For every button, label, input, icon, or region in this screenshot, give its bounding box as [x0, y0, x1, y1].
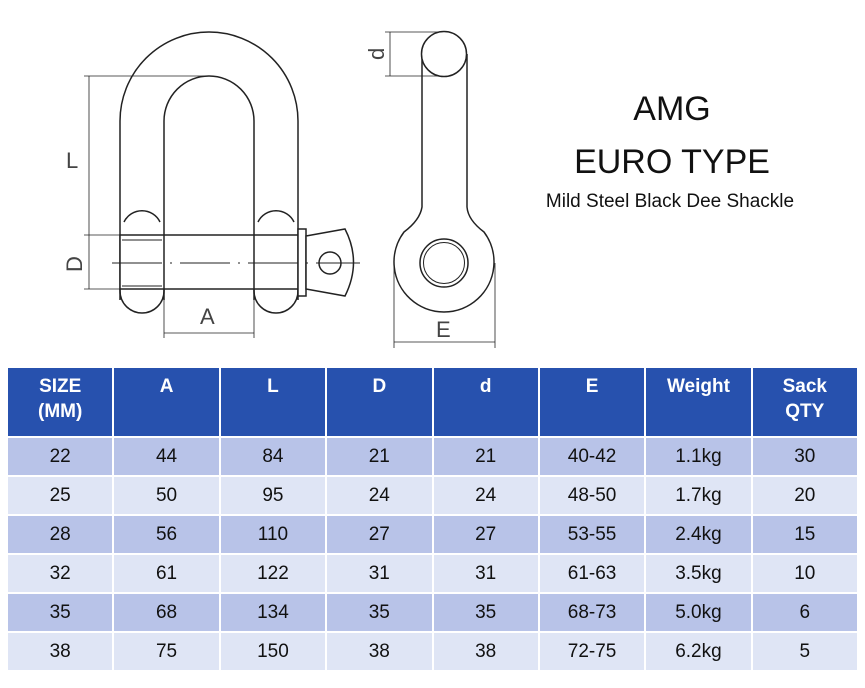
column-header-text: A	[159, 376, 174, 397]
table-cell: 2.4kg	[644, 514, 753, 555]
table-cell: 1.7kg	[644, 475, 753, 516]
table-cell: 24	[431, 475, 540, 516]
table-cell: 15	[750, 514, 860, 555]
column-header-text: (MM)	[38, 401, 83, 422]
shackle-technical-drawing: L D A d E	[62, 30, 496, 348]
table-cell: 68	[112, 592, 221, 633]
column-header: A	[112, 366, 221, 438]
table-cell: 61	[112, 553, 221, 594]
table-cell: 150	[218, 631, 328, 672]
table-cell: 20	[750, 475, 860, 516]
column-header-text: D	[372, 376, 387, 397]
column-header: D	[325, 366, 434, 438]
table-cell: 38	[431, 631, 540, 672]
table-cell: 50	[112, 475, 221, 516]
table-cell: 134	[218, 592, 328, 633]
column-header-text: SIZE	[39, 376, 82, 397]
table-cell: 6.2kg	[644, 631, 753, 672]
dim-label-A: A	[200, 304, 215, 329]
type-title: EURO TYPE	[574, 143, 770, 181]
column-header-text: Sack	[782, 376, 827, 397]
table-cell: 48-50	[537, 475, 647, 516]
table-cell: 32	[5, 553, 115, 594]
table-cell: 1.1kg	[644, 436, 753, 477]
column-header: E	[537, 366, 647, 438]
table-cell: 110	[218, 514, 328, 555]
column-header-text: d	[479, 376, 492, 397]
column-header-text: QTY	[785, 401, 825, 422]
table-cell: 35	[5, 592, 115, 633]
table-cell: 30	[750, 436, 860, 477]
table-cell: 31	[431, 553, 540, 594]
product-subtitle: Mild Steel Black Dee Shackle	[545, 191, 795, 212]
table-cell: 35	[431, 592, 540, 633]
table-cell: 38	[325, 631, 434, 672]
table-cell: 31	[325, 553, 434, 594]
table-row: 28 56 110 27 27 53-55 2.4kg 15	[5, 514, 860, 555]
shackle-side-view	[393, 30, 495, 313]
table-cell: 38	[5, 631, 115, 672]
table-cell: 21	[431, 436, 540, 477]
table-row: 25 50 95 24 24 48-50 1.7kg 20	[5, 475, 860, 516]
column-header-text: Weight	[666, 376, 730, 397]
column-header: SIZE (MM)	[5, 366, 115, 438]
table-cell: 40-42	[537, 436, 647, 477]
table-cell: 122	[218, 553, 328, 594]
table-cell: 53-55	[537, 514, 647, 555]
dim-label-L: L	[66, 148, 78, 173]
column-header: L	[218, 366, 328, 438]
table-cell: 95	[218, 475, 328, 516]
column-header: d	[431, 366, 540, 438]
table-cell: 6	[750, 592, 860, 633]
table-cell: 35	[325, 592, 434, 633]
table-row: 22 44 84 21 21 40-42 1.1kg 30	[5, 436, 860, 477]
table-row: 35 68 134 35 35 68-73 5.0kg 6	[5, 592, 860, 633]
table-cell: 10	[750, 553, 860, 594]
table-cell: 72-75	[537, 631, 647, 672]
column-header: Sack QTY	[750, 366, 860, 438]
table-cell: 44	[112, 436, 221, 477]
table-row: 32 61 122 31 31 61-63 3.5kg 10	[5, 553, 860, 594]
table-cell: 75	[112, 631, 221, 672]
table-cell: 5.0kg	[644, 592, 753, 633]
table-row: 38 75 150 38 38 72-75 6.2kg 5	[5, 631, 860, 672]
table-cell: 3.5kg	[644, 553, 753, 594]
table-cell: 61-63	[537, 553, 647, 594]
table-cell: 27	[431, 514, 540, 555]
table-cell: 25	[5, 475, 115, 516]
table-cell: 28	[5, 514, 115, 555]
table-cell: 5	[750, 631, 860, 672]
table-cell: 84	[218, 436, 328, 477]
column-header-text: E	[585, 376, 599, 397]
table-cell: 56	[112, 514, 221, 555]
dim-label-d: d	[364, 48, 389, 60]
table-cell: 22	[5, 436, 115, 477]
dim-label-E: E	[436, 317, 451, 342]
table-cell: 27	[325, 514, 434, 555]
table-cell: 68-73	[537, 592, 647, 633]
column-header: Weight	[644, 366, 753, 438]
table-cell: 21	[325, 436, 434, 477]
table-cell: 24	[325, 475, 434, 516]
brand-title: AMG	[633, 90, 711, 128]
column-header-text: L	[267, 376, 279, 397]
shackle-front-view	[112, 31, 360, 314]
dim-label-D: D	[62, 256, 87, 272]
dimension-lines	[84, 31, 496, 348]
